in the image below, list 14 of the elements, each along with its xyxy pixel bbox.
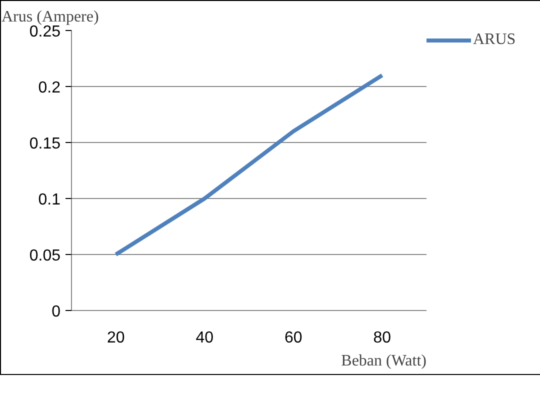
x-tick-label: 60: [284, 330, 302, 346]
x-axis-title: Beban (Watt): [341, 352, 426, 370]
y-tick-label: 0.1: [38, 192, 61, 208]
legend-label: ARUS: [473, 31, 516, 49]
x-tick-label: 80: [373, 330, 392, 346]
x-tick-label: 20: [106, 330, 125, 346]
y-tick-label: 0: [52, 304, 61, 320]
y-tick-label: 0.15: [29, 136, 61, 152]
y-axis-title: Arus (Ampere): [2, 8, 99, 26]
y-tick-label: 0.05: [29, 248, 61, 264]
line-series: [114, 73, 384, 256]
x-tick-label: 40: [196, 330, 214, 346]
y-tick-label: 0.25: [29, 24, 61, 40]
y-tick-label: 0.2: [38, 80, 61, 96]
